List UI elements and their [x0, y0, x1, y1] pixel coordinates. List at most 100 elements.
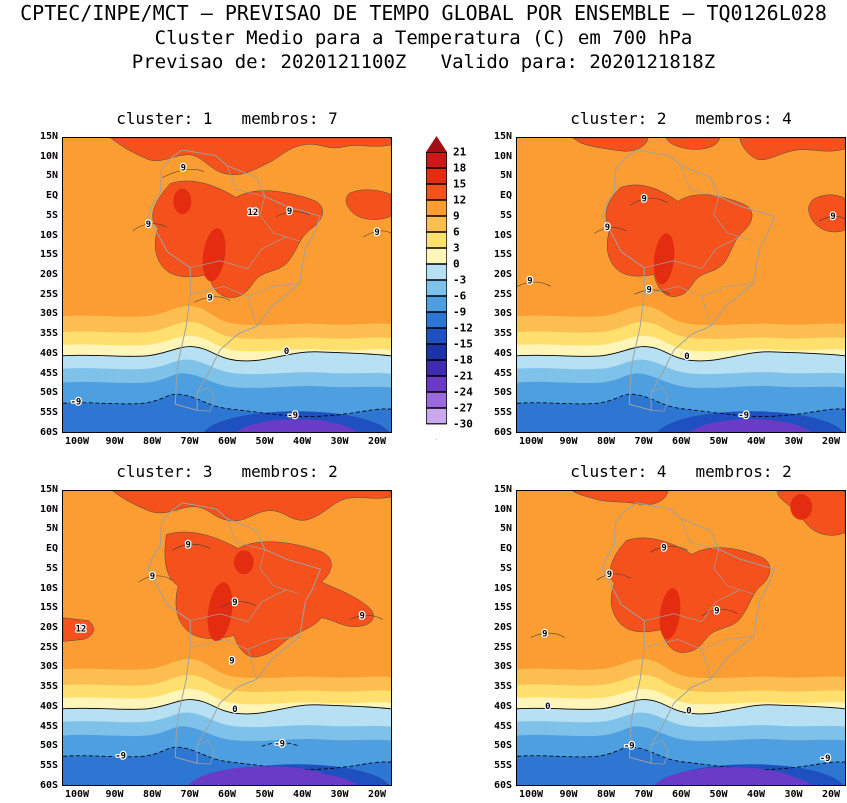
contour-labels: 9 9 9 9 0 0 -9 -9 — [541, 542, 832, 765]
lon-tick-label: 60W — [217, 436, 237, 447]
lat-tick-label: 35S — [39, 328, 58, 340]
lat-tick-label: 50S — [493, 387, 512, 399]
lon-axis: 100W 90W 80W 70W 60W 50W 40W 30W 20W — [513, 436, 847, 447]
colorbar-segment — [426, 264, 447, 280]
lon-tick-label: 40W — [292, 789, 312, 800]
lat-tick-label: 50S — [39, 740, 58, 752]
lat-tick-label: 20S — [493, 622, 512, 634]
lat-tick-label: 15S — [493, 602, 512, 614]
colorbar-tick-label: 0 — [453, 257, 460, 271]
colorbar-tick-label: 3 — [453, 241, 460, 255]
warm-anomalies — [63, 491, 391, 785]
colorbar-segment — [426, 168, 447, 184]
lat-tick-label: EQ — [45, 190, 58, 202]
lat-tick-label: 45S — [39, 367, 58, 379]
lon-tick-label: 100W — [518, 436, 544, 447]
lon-tick-label: 40W — [292, 436, 312, 447]
contour-label: 9 — [207, 293, 212, 303]
lon-tick-label: 60W — [217, 789, 237, 800]
colorbar-segment — [426, 424, 447, 440]
contour-label: 9 — [527, 277, 532, 287]
lon-axis: 100W 90W 80W 70W 60W 50W 40W 30W 20W — [513, 789, 847, 800]
lat-tick-label: 5S — [45, 209, 58, 221]
lat-tick-label: 55S — [39, 760, 58, 772]
lat-tick-label: 40S — [493, 700, 512, 712]
lat-tick-label: 50S — [493, 740, 512, 752]
lon-tick-label: 30W — [330, 436, 349, 447]
lon-tick-label: 20W — [367, 436, 387, 447]
contour-labels: 9 9 9 9 0 -9 9 — [526, 193, 837, 422]
lat-tick-label: 30S — [493, 661, 512, 673]
contour-label: 9 — [232, 598, 237, 608]
contour-label: 12 — [247, 208, 258, 218]
contour-label: 9 — [287, 207, 292, 217]
lat-axis: 15N 10N 5N EQ 5S 10S 15S 20S 25S 30S 35S 40S 45S 50S 5… — [26, 485, 58, 791]
contour-label: 9 — [642, 194, 647, 204]
colorbar-tick-label: -15 — [453, 337, 473, 351]
lat-tick-label: 35S — [493, 681, 512, 693]
forecast-dates: Previsao de: 2020121100Z Valido para: 20… — [131, 51, 716, 73]
lat-tick-label: 60S — [493, 779, 512, 791]
lat-tick-label: 10N — [493, 503, 512, 515]
lat-tick-label: 5N — [499, 170, 512, 182]
page-title: CPTEC/INPE/MCT — PREVISAO DE TEMPO GLOBA… — [20, 1, 827, 25]
map-cluster-3: 9 9 9 12 9 9 0 -9 -9 — [62, 490, 392, 786]
lat-tick-label: 15S — [39, 249, 58, 261]
colorbar-segment — [426, 232, 447, 248]
lat-tick-label: EQ — [499, 543, 512, 555]
lat-tick-label: 15N — [493, 484, 512, 495]
contour-label: 9 — [150, 572, 155, 582]
lon-tick-label: 90W — [105, 436, 124, 447]
panel-title-cluster-4: cluster: 4 membros: 2 — [570, 462, 792, 481]
lat-tick-label: 5S — [499, 562, 512, 574]
lat-tick-label: EQ — [45, 543, 58, 555]
lat-tick-label: 10S — [493, 582, 512, 594]
contour-label: 9 — [605, 223, 610, 233]
contour-label: 9 — [181, 164, 186, 174]
lon-tick-label: 40W — [746, 436, 766, 447]
contour-labels: 9 9 9 12 9 9 0 -9 -9 — [74, 539, 366, 762]
lat-tick-label: 15N — [493, 131, 512, 142]
panel-cluster-3: cluster: 3 membros: 2 15N 10N 5N EQ 5S 10S 15S… — [40, 462, 392, 800]
map-cluster-2: 9 9 9 9 0 -9 9 — [516, 137, 846, 433]
lat-tick-label: EQ — [499, 190, 512, 202]
lat-axis: 15N 10N 5N EQ 5S 10S 15S 20S 25S 30S 35S 40S 45S 50S 5… — [26, 132, 58, 438]
lat-tick-label: 20S — [39, 269, 58, 281]
contour-label: 9 — [714, 607, 719, 617]
contour-label: -9 — [738, 411, 749, 421]
lat-tick-label: 55S — [39, 407, 58, 419]
contour-label: 9 — [830, 212, 835, 222]
contour-label: 9 — [374, 228, 379, 238]
lat-tick-label: 30S — [39, 308, 58, 320]
colorbar-segment — [426, 248, 447, 264]
lon-tick-label: 70W — [180, 436, 199, 447]
panel-title-cluster-3: cluster: 3 membros: 2 — [116, 462, 338, 481]
contour-label: 9 — [542, 630, 547, 640]
lat-tick-label: 55S — [493, 407, 512, 419]
lat-tick-label: 20S — [493, 269, 512, 281]
colorbar-tick-label: 21 — [453, 145, 467, 159]
colorbar-tick-label: -21 — [453, 369, 473, 383]
lat-tick-label: 5S — [45, 562, 58, 574]
colorbar-segment — [426, 408, 447, 424]
colorbar: 21 18 15 12 9 6 3 0 -3 -6 -9 -12 -15 -18 -21 -24 -27 -30 — [426, 136, 498, 440]
colorbar-tick-label: -9 — [453, 305, 467, 319]
lat-tick-label: 45S — [493, 367, 512, 379]
lon-tick-label: 100W — [64, 436, 90, 447]
colorbar-segment — [426, 296, 447, 312]
contour-label: 9 — [229, 656, 234, 666]
contour-label: 0 — [545, 702, 550, 712]
lon-tick-label: 30W — [784, 789, 803, 800]
lat-tick-label: 35S — [39, 681, 58, 693]
warm-anomalies — [530, 491, 845, 785]
colorbar-segment — [426, 152, 447, 168]
lat-tick-label: 50S — [39, 387, 58, 399]
lat-tick-label: 60S — [39, 779, 58, 791]
contour-label: 9 — [607, 570, 612, 580]
lat-tick-label: 5N — [45, 523, 58, 535]
lat-tick-label: 25S — [493, 288, 512, 300]
map-cluster-4: 9 9 9 9 0 0 -9 -9 — [516, 490, 846, 786]
lon-tick-label: 70W — [634, 789, 653, 800]
contour-label: 12 — [76, 625, 87, 635]
contour-label: 0 — [232, 705, 237, 715]
